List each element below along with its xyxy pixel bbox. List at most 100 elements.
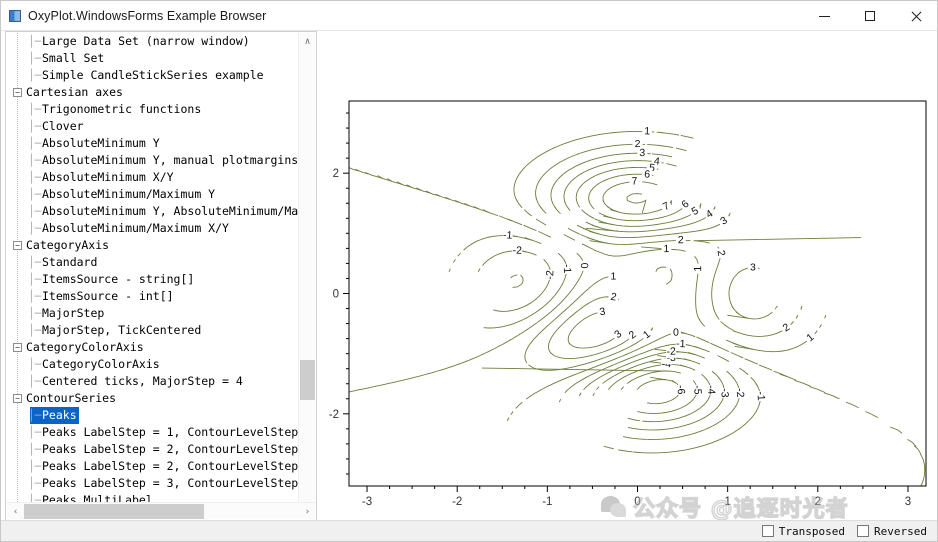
contour-path xyxy=(845,401,859,409)
tree-group[interactable]: − Cartesian axes xyxy=(6,84,298,101)
tree-item[interactable]: │─ Trigonometric functions xyxy=(6,101,298,118)
scroll-up-icon[interactable]: ∧ xyxy=(304,36,311,47)
collapse-icon[interactable]: − xyxy=(13,241,22,250)
tree-branch-icon: │─ xyxy=(28,35,42,48)
tree-item-label: Small Set xyxy=(42,51,105,65)
tree-item[interactable]: │─ AbsoluteMinimum Y, manual plotmargins xyxy=(6,152,298,169)
collapse-icon[interactable]: − xyxy=(13,343,22,352)
tree-item[interactable]: │─ ItemsSource - int[] xyxy=(6,288,298,305)
contour-path xyxy=(453,259,456,263)
tree-item[interactable]: │─ Standard xyxy=(6,254,298,271)
tree-item-label: ContourSeries xyxy=(26,391,117,405)
contour-path xyxy=(650,327,654,331)
tree-item[interactable]: │─ Small Set xyxy=(6,50,298,67)
tree-group[interactable]: − CategoryAxis xyxy=(6,237,298,254)
contour-path xyxy=(790,321,794,325)
tree-item[interactable]: │─ Large Data Set (narrow window) xyxy=(6,33,298,50)
tree-item[interactable]: │─ Centered ticks, MajorStep = 4 xyxy=(6,373,298,390)
vertical-scroll-thumb[interactable] xyxy=(300,360,315,400)
contour-path xyxy=(727,311,773,320)
tree-branch-icon: │─ xyxy=(28,154,42,167)
contour-path xyxy=(647,144,674,149)
contour-path xyxy=(713,308,720,320)
plot-panel[interactable]: Peaks 121×125 -6-5-4-4-3-3-2-2-2-2-1-1-1… xyxy=(321,31,935,521)
contour-label: 3 xyxy=(718,214,730,227)
label-halo xyxy=(596,305,609,319)
horizontal-scroll-thumb[interactable] xyxy=(24,504,204,519)
tree-item[interactable]: │─ MajorStep xyxy=(6,305,298,322)
label-halo xyxy=(560,263,573,274)
contour-path xyxy=(711,370,720,379)
tree-scroll-viewport[interactable]: │─ Large Data Set (narrow window) │─ Small … xyxy=(6,33,298,519)
contour-path xyxy=(591,224,619,232)
contour-path xyxy=(528,333,649,371)
tree-horizontal-scrollbar[interactable]: ‹ › xyxy=(7,502,316,519)
tree-branch-icon: │─ xyxy=(28,188,42,201)
tree-item[interactable]: │─ AbsoluteMinimum Y xyxy=(6,135,298,152)
tree-item[interactable]: │─ CategoryColorAxis xyxy=(6,356,298,373)
contour-path xyxy=(865,411,879,419)
collapse-icon[interactable]: − xyxy=(13,88,22,97)
close-button[interactable] xyxy=(893,1,937,31)
tree-item[interactable]: │─ AbsoluteMinimum/Maximum Y xyxy=(6,186,298,203)
scroll-left-icon[interactable]: ‹ xyxy=(13,506,18,517)
contour-path xyxy=(581,243,595,251)
contour-label: 7 xyxy=(631,175,638,187)
tree-branch-icon: │─ xyxy=(28,443,42,456)
tree-item-label: CategoryColorAxis xyxy=(26,340,144,354)
x-tick-label: 3 xyxy=(905,496,911,508)
contour-path xyxy=(696,336,710,344)
contour-path xyxy=(564,343,691,394)
reversed-checkbox[interactable]: Reversed xyxy=(857,525,927,538)
tree-item-label: Clover xyxy=(42,119,84,133)
x-tick-label: 0 xyxy=(634,496,640,508)
clip-bottom xyxy=(321,487,935,521)
tree-item[interactable]: │─ Peaks LabelStep = 3, ContourLevelStep … xyxy=(6,475,298,492)
tree-item-label: Simple CandleStickSeries example xyxy=(42,68,264,82)
contour-label: 5 xyxy=(690,205,701,218)
transposed-checkbox[interactable]: Transposed xyxy=(761,524,846,538)
contour-label: -5 xyxy=(691,385,703,395)
reversed-label: Reversed xyxy=(874,524,927,538)
tree-item[interactable]: │─ ItemsSource - string[] xyxy=(6,271,298,288)
tree-item[interactable]: │─ Peaks LabelStep = 2, ContourLevelStep … xyxy=(6,441,298,458)
tree-group[interactable]: − ContourSeries xyxy=(6,390,298,407)
tree-item[interactable]: │─ Clover xyxy=(6,118,298,135)
contour-path xyxy=(563,160,664,204)
contour-label: 2 xyxy=(610,291,618,304)
tree-item[interactable]: │─ AbsoluteMinimum/Maximum X/Y xyxy=(6,220,298,237)
tree-item[interactable]: │─ Peaks xyxy=(6,407,298,424)
contour-path xyxy=(718,377,725,389)
contour-path xyxy=(794,380,811,387)
scroll-right-icon[interactable]: › xyxy=(305,506,310,517)
tree-branch-icon: │─ xyxy=(28,477,42,490)
tree-item[interactable]: │─ Simple CandleStickSeries example xyxy=(6,67,298,84)
label-halo xyxy=(713,247,728,260)
tree-item[interactable]: │─ AbsoluteMinimum X/Y xyxy=(6,169,298,186)
contour-path xyxy=(720,321,734,331)
status-bar: Transposed Reversed xyxy=(1,520,937,541)
tree-item-label: AbsoluteMinimum Y, manual plotmargins xyxy=(42,153,298,167)
minimize-button[interactable] xyxy=(801,1,847,31)
label-halo xyxy=(802,330,819,346)
contour-path xyxy=(819,324,822,328)
tree-group[interactable]: − CategoryColorAxis xyxy=(6,339,298,356)
contour-path xyxy=(713,206,716,210)
tree-item-label: ItemsSource - string[] xyxy=(42,272,195,286)
tree-vertical-scrollbar[interactable]: ∧ ∨ xyxy=(298,33,315,519)
tree-item[interactable]: │─ MajorStep, TickCentered xyxy=(6,322,298,339)
contour-path xyxy=(538,230,552,238)
tree-item[interactable]: │─ Peaks LabelStep = 1, ContourLevelStep … xyxy=(6,424,298,441)
contour-path xyxy=(809,386,826,393)
tree-item[interactable]: │─AbsoluteMinimum Y, AbsoluteMinimum/Max… xyxy=(6,203,298,220)
contour-path xyxy=(711,246,722,312)
transposed-checkbox-box[interactable] xyxy=(761,525,774,537)
tree-item[interactable]: │─ Peaks LabelStep = 2, ContourLevelStep … xyxy=(6,458,298,475)
transposed-label: Transposed xyxy=(778,524,846,538)
collapse-icon[interactable]: − xyxy=(13,394,22,403)
minimize-icon xyxy=(818,15,830,17)
label-halo xyxy=(661,243,672,256)
contour-path xyxy=(636,379,667,391)
reversed-checkbox-box[interactable] xyxy=(857,525,870,537)
maximize-button[interactable] xyxy=(847,1,893,31)
